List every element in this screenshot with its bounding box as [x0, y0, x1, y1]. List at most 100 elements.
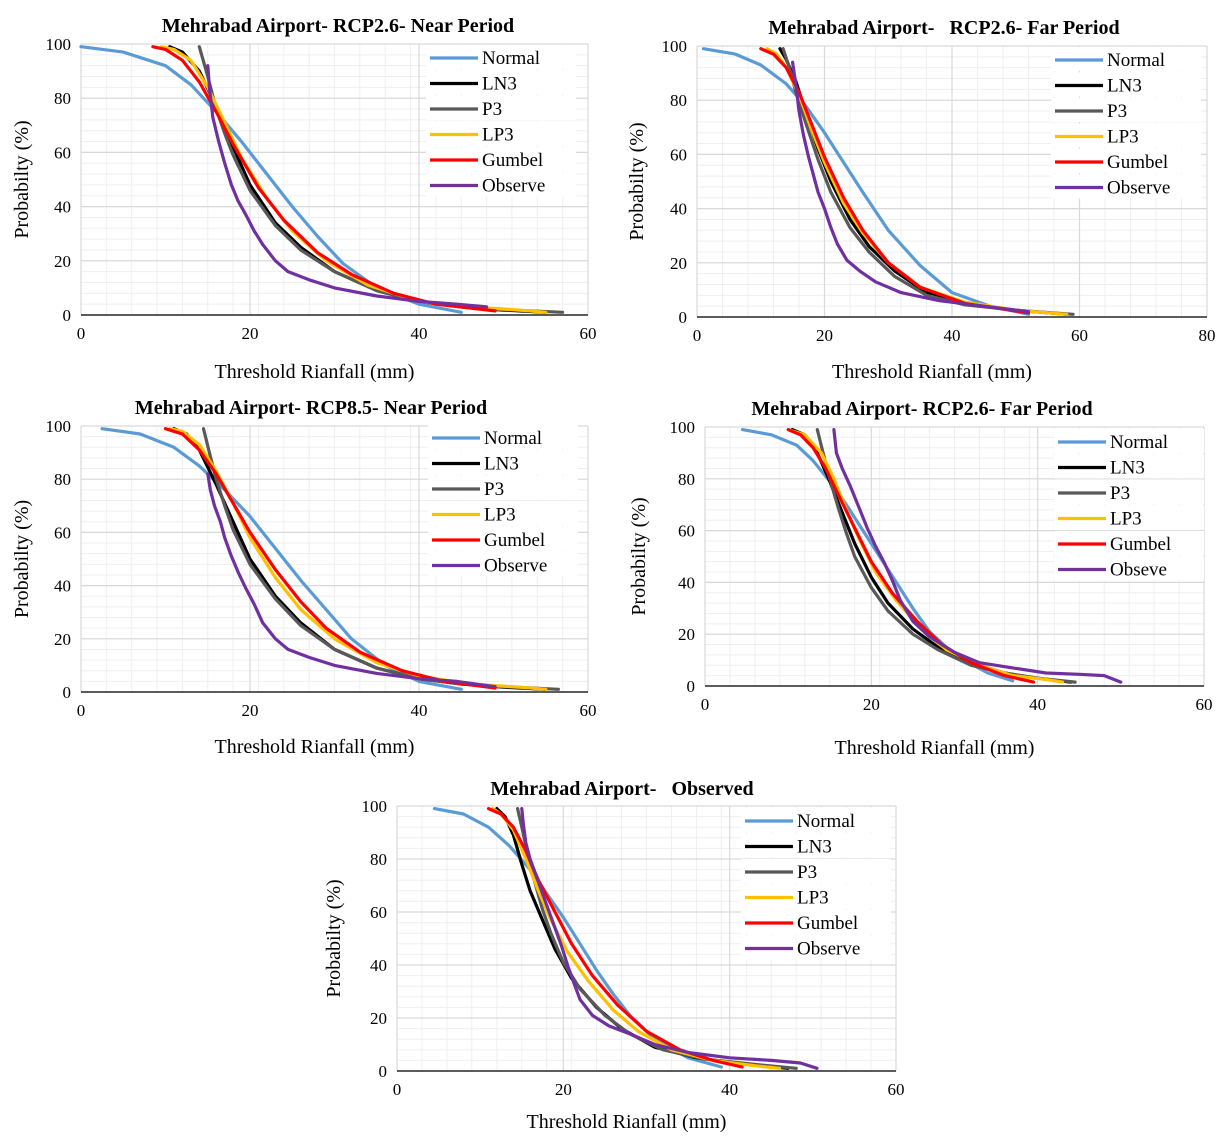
x-tick-label: 60	[1071, 326, 1088, 345]
legend: Normal LN3 P3 LP3 Gumbel Observe	[426, 45, 576, 197]
series-line-obseve	[832, 428, 1123, 684]
legend-label-p3: P3	[797, 862, 817, 883]
chart-panel-2: 0 20 40 60 80 0 20 40 60 80 100 Mehrabad Airport- R…	[626, 17, 1216, 383]
legend-label-gumbel: Gumbel	[1107, 152, 1168, 173]
x-axis-label: Threshold Rianfall (mm)	[832, 361, 1032, 383]
y-tick-label: 20	[54, 630, 71, 649]
series-line-lp3	[765, 47, 1069, 316]
legend-label-p3: P3	[484, 479, 504, 500]
series-line-observe	[206, 472, 497, 689]
chart-title: Mehrabad Airport- RCP2.6- Near Period	[162, 15, 514, 37]
y-axis-label: Probabilty (%)	[628, 497, 650, 615]
y-tick-label: 80	[54, 89, 71, 108]
y-tick-label: 60	[54, 143, 71, 162]
x-tick-label: 40	[944, 326, 961, 345]
legend-label-lp3: LP3	[1110, 509, 1142, 530]
x-tick-label: 20	[242, 324, 259, 343]
y-tick-label: 0	[679, 308, 688, 327]
y-axis-label: Probabilty (%)	[11, 500, 33, 618]
x-tick-label: 0	[77, 324, 86, 343]
x-tick-label: 20	[863, 695, 880, 714]
series-line-observe	[520, 806, 819, 1070]
y-tick-label: 80	[54, 470, 71, 489]
series-line-observe	[206, 64, 489, 309]
y-tick-label: 60	[678, 522, 695, 541]
x-axis-label: Threshold Rianfall (mm)	[215, 361, 415, 383]
x-tick-label: 60	[580, 701, 597, 720]
series-line-lp3	[491, 806, 782, 1070]
y-axis-label: Probabilty (%)	[626, 122, 648, 240]
y-tick-label: 40	[670, 200, 687, 219]
series-line-ln3	[778, 47, 1069, 316]
series-line-gumbel	[151, 45, 497, 313]
legend-label-ln3: LN3	[482, 74, 517, 95]
legend-label-observe: Observe	[1107, 178, 1170, 199]
legend-label-normal: Normal	[1107, 50, 1165, 71]
legend-label-normal: Normal	[482, 48, 540, 69]
legend: Normal LN3 P3 LP3 Gumbel Obseve	[1054, 429, 1204, 581]
legend-label-obseve: Obseve	[1110, 560, 1167, 581]
y-tick-label: 40	[54, 577, 71, 596]
y-axis-label: Probabilty (%)	[11, 120, 33, 238]
legend-label-normal: Normal	[484, 428, 542, 449]
legend-label-gumbel: Gumbel	[1110, 534, 1171, 555]
legend-label-lp3: LP3	[484, 505, 516, 526]
legend: Normal LN3 P3 LP3 Gumbel Observe	[1051, 47, 1201, 199]
legend-label-normal: Normal	[1110, 432, 1168, 453]
y-tick-label: 80	[370, 850, 387, 869]
y-tick-label: 0	[379, 1062, 388, 1081]
legend-label-ln3: LN3	[1107, 76, 1142, 97]
legend-label-observe: Observe	[484, 556, 547, 577]
chart-title: Mehrabad Airport- RCP2.6- Far Period	[768, 17, 1119, 39]
y-tick-label: 20	[670, 254, 687, 273]
chart-title: Mehrabad Airport- RCP2.6- Far Period	[751, 398, 1092, 420]
x-tick-label: 0	[77, 701, 86, 720]
x-tick-label: 20	[816, 326, 833, 345]
y-tick-label: 0	[687, 677, 696, 696]
series-line-normal	[100, 427, 463, 691]
legend-label-ln3: LN3	[484, 454, 519, 475]
legend: Normal LN3 P3 LP3 Gumbel Observe	[741, 808, 891, 960]
y-tick-label: 60	[370, 903, 387, 922]
chart-title: Mehrabad Airport- Observed	[490, 778, 753, 800]
x-tick-label: 0	[693, 326, 702, 345]
x-axis-label: Threshold Rianfall (mm)	[527, 1111, 727, 1133]
y-tick-label: 80	[670, 91, 687, 110]
y-tick-label: 0	[63, 306, 72, 325]
legend-label-observe: Observe	[797, 939, 860, 960]
series-line-observe	[790, 60, 1031, 314]
x-tick-label: 60	[580, 324, 597, 343]
y-tick-label: 40	[370, 956, 387, 975]
series-line-p3	[781, 47, 1075, 316]
chart-panel-3: 0 20 40 60 0 20 40 60 80 100 Mehrabad Airport- RCP…	[11, 397, 597, 758]
x-tick-label: 40	[411, 324, 428, 343]
series-line-gumbel	[759, 47, 1031, 315]
y-tick-label: 0	[63, 683, 72, 702]
legend-label-gumbel: Gumbel	[484, 530, 545, 551]
y-tick-label: 80	[678, 470, 695, 489]
y-tick-label: 20	[678, 625, 695, 644]
x-tick-label: 60	[888, 1080, 905, 1099]
legend-label-p3: P3	[1107, 101, 1127, 122]
legend-label-lp3: LP3	[482, 125, 514, 146]
y-tick-label: 100	[362, 797, 388, 816]
y-tick-label: 100	[46, 35, 72, 54]
x-tick-label: 40	[1029, 695, 1046, 714]
y-tick-label: 100	[662, 37, 688, 56]
x-tick-label: 60	[1196, 695, 1213, 714]
y-tick-label: 20	[54, 252, 71, 271]
series-line-gumbel	[786, 428, 1036, 684]
legend-label-normal: Normal	[797, 811, 855, 832]
series-line-normal	[701, 47, 1031, 316]
y-tick-label: 40	[54, 198, 71, 217]
chart-panel-4: 0 20 40 60 0 20 40 60 80 100 Mehrabad Airport- RCP…	[628, 398, 1213, 759]
series-line-normal	[79, 45, 463, 314]
x-axis-label: Threshold Rianfall (mm)	[835, 737, 1035, 759]
chart-title: Mehrabad Airport- RCP8.5- Near Period	[135, 397, 487, 419]
legend-label-lp3: LP3	[1107, 127, 1139, 148]
legend-label-p3: P3	[482, 99, 502, 120]
y-tick-label: 100	[670, 418, 696, 437]
x-tick-label: 40	[411, 701, 428, 720]
legend-label-p3: P3	[1110, 483, 1130, 504]
